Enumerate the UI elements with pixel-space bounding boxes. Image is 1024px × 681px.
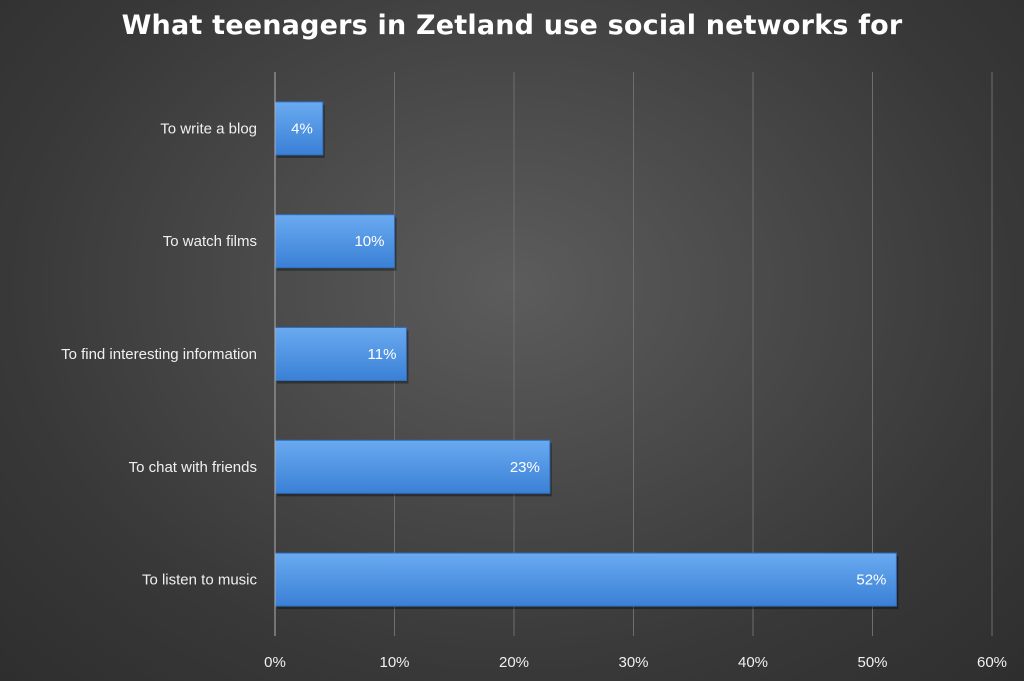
bar	[274, 214, 395, 269]
bar	[274, 439, 551, 494]
bar	[274, 327, 407, 381]
data-label: 4%	[291, 120, 313, 137]
bar	[274, 552, 897, 607]
category-label: To listen to music	[142, 572, 258, 589]
category-label: To write a blog	[160, 120, 257, 137]
chart-title: What teenagers in Zetland use social net…	[121, 10, 903, 41]
bar	[274, 101, 324, 156]
x-tick-label: 0%	[264, 654, 286, 671]
x-tick-label: 20%	[499, 654, 529, 671]
data-label: 11%	[368, 346, 397, 363]
x-tick-label: 40%	[738, 654, 768, 671]
gridlines	[394, 72, 993, 636]
data-label: 10%	[354, 233, 384, 250]
data-label: 23%	[510, 459, 540, 476]
category-label: To watch films	[163, 233, 257, 250]
category-label: To chat with friends	[129, 459, 257, 476]
data-label: 52%	[856, 572, 886, 589]
x-tick-label: 30%	[618, 654, 648, 671]
x-tick-label: 60%	[977, 654, 1007, 671]
bars	[274, 101, 899, 610]
x-tick-label: 10%	[379, 654, 409, 671]
category-label: To find interesting information	[61, 346, 257, 363]
labels: 0% 10% 20% 30% 40% 50% 60% To write a blog 4% To …	[61, 120, 1007, 671]
x-tick-label: 50%	[857, 654, 887, 671]
